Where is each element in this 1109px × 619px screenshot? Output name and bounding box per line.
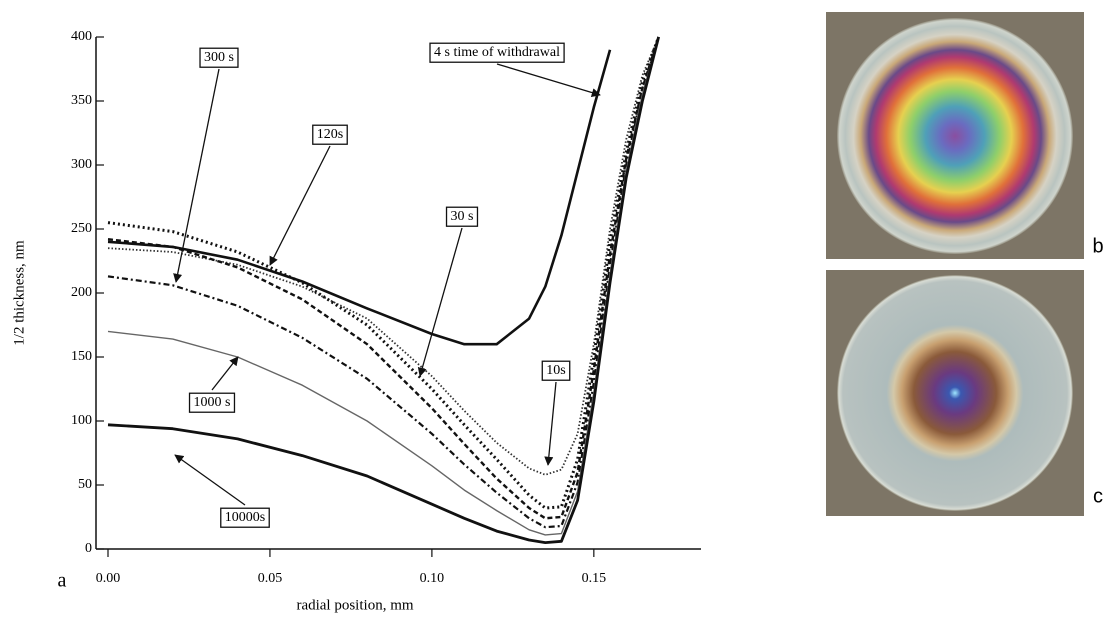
panel-label: b (1092, 235, 1103, 257)
data-line (107, 36, 660, 476)
annotation-label: 30 s (451, 209, 474, 224)
annotation-box (429, 42, 565, 63)
annotation-arrow (211, 356, 239, 391)
y-tick-label: 150 (71, 349, 92, 364)
y-tick-label: 200 (71, 285, 92, 300)
data-line (107, 36, 660, 529)
data-line (107, 36, 660, 520)
annotation-box (199, 47, 239, 68)
panel-label: c (1093, 485, 1103, 507)
y-axis-title: 1/2 thickness, nm (11, 240, 27, 346)
photo-b-film (837, 18, 1073, 254)
annotation-arrow (174, 454, 246, 506)
annotation-box (312, 124, 348, 145)
x-tick-label: 0.00 (96, 571, 121, 586)
y-tick-label: 100 (71, 413, 92, 428)
x-tick-label: 0.15 (582, 571, 607, 586)
annotation-box (220, 507, 270, 528)
y-tick-label: 50 (78, 477, 92, 492)
data-line (107, 36, 660, 536)
annotation-label: 10s (546, 363, 565, 378)
data-line (107, 49, 612, 346)
annotation-arrow (544, 381, 557, 466)
y-tick-label: 350 (71, 93, 92, 108)
annotation-label: 10000s (225, 510, 265, 525)
photo-c-film (837, 275, 1073, 511)
annotation-label: 120s (317, 127, 343, 142)
annotation-arrow (417, 227, 463, 377)
annotation-box (445, 206, 479, 227)
data-line (107, 36, 660, 544)
annotation-arrow (496, 63, 601, 97)
annotation-label: 4 s time of withdrawal (434, 45, 560, 60)
annotation-arrow (269, 145, 331, 266)
y-tick-label: 400 (71, 29, 92, 44)
annotation-box (188, 392, 236, 413)
x-tick-label: 0.05 (258, 571, 283, 586)
y-tick-label: 250 (71, 221, 92, 236)
panel-label: a (58, 570, 67, 592)
x-axis-title: radial position, mm (296, 597, 413, 613)
y-tick-label: 300 (71, 157, 92, 172)
annotation-label: 300 s (204, 50, 234, 65)
annotation-arrow (173, 68, 220, 283)
x-tick-label: 0.10 (420, 571, 445, 586)
annotation-label: 1000 s (194, 395, 231, 410)
data-line (107, 36, 661, 510)
y-tick-label: 0 (85, 541, 92, 556)
annotation-box (541, 360, 571, 381)
